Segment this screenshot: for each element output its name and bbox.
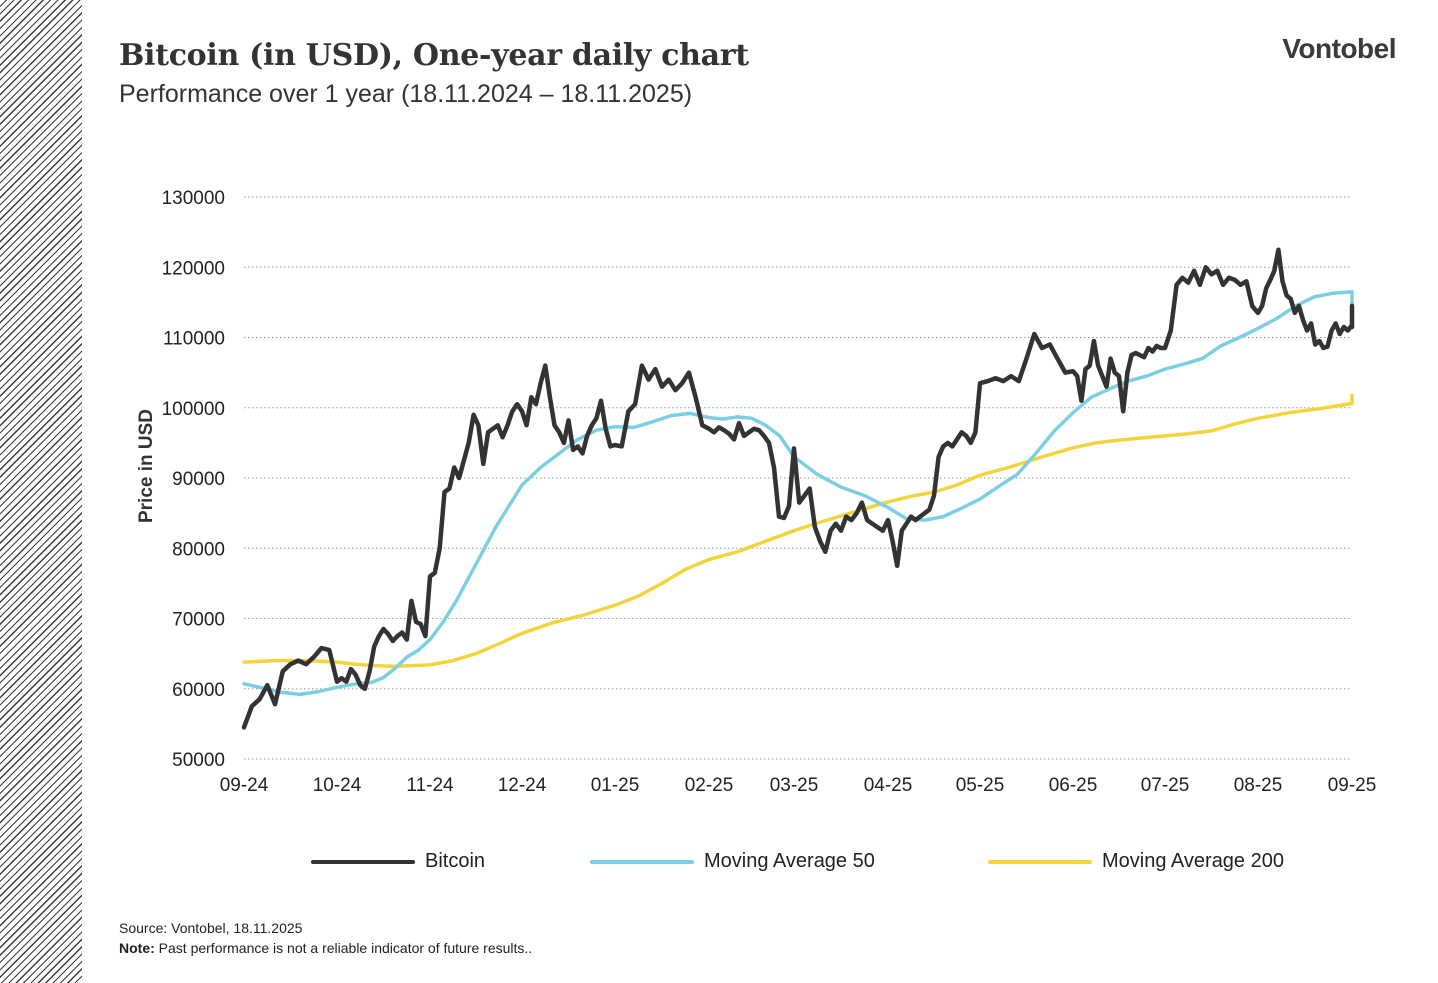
y-tick-label: 100000 xyxy=(162,399,225,420)
x-tick-label: 06-25 xyxy=(1049,775,1098,796)
y-tick-labels: 50000 60000 70000 80000 90000 100000 110000 120… xyxy=(162,188,225,771)
y-tick-label: 110000 xyxy=(163,329,225,350)
legend-swatch-ma200 xyxy=(988,859,1092,864)
x-tick-label: 09-24 xyxy=(220,775,269,796)
x-tick-label: 07-25 xyxy=(1141,775,1190,796)
x-tick-label: 12-24 xyxy=(498,775,547,796)
legend-label-ma50: Moving Average 50 xyxy=(704,850,875,872)
x-tick-label: 01-25 xyxy=(591,775,640,796)
note-text: Past performance is not a reliable indic… xyxy=(154,940,533,956)
hatched-side-band xyxy=(0,0,82,983)
legend-item-ma50: Moving Average 50 xyxy=(590,850,875,873)
legend-label-ma200: Moving Average 200 xyxy=(1102,850,1284,872)
y-axis-label: Price in USD xyxy=(136,409,157,523)
x-tick-label: 02-25 xyxy=(685,775,734,796)
x-tick-label: 03-25 xyxy=(770,775,819,796)
legend-item-bitcoin: Bitcoin xyxy=(311,850,485,873)
y-tick-label: 50000 xyxy=(172,750,225,771)
y-tick-label: 90000 xyxy=(172,469,225,490)
legend-label-bitcoin: Bitcoin xyxy=(425,850,486,872)
series-line-bitcoin xyxy=(241,247,1355,730)
y-tick-label: 60000 xyxy=(172,680,225,701)
x-tick-label: 10-24 xyxy=(313,775,362,796)
chart-title: Bitcoin (in USD), One-year daily chart xyxy=(119,38,749,73)
x-tick-label: 05-25 xyxy=(956,775,1005,796)
y-tick-label: 120000 xyxy=(162,258,225,279)
x-tick-label: 04-25 xyxy=(864,775,913,796)
source-text: Source: Vontobel, 18.11.2025 xyxy=(119,920,303,936)
series-lines xyxy=(241,247,1355,730)
series-line-moving-average-200 xyxy=(242,393,1354,669)
x-tick-labels: 09-24 10-24 11-24 12-24 01-25 02-25 03-25 04-25… xyxy=(220,775,1377,796)
series-line-moving-average-50 xyxy=(242,290,1354,697)
brand-logo: Vontobel xyxy=(1282,33,1396,64)
y-tick-label: 80000 xyxy=(172,539,225,560)
x-tick-label: 11-24 xyxy=(406,775,454,796)
x-tick-label: 09-25 xyxy=(1328,775,1377,796)
source-note: Source: Vontobel, 18.11.2025 Note: Past … xyxy=(119,918,532,958)
note-label: Note: xyxy=(119,940,155,956)
y-tick-label: 70000 xyxy=(172,610,225,631)
x-tick-label: 08-25 xyxy=(1234,775,1283,796)
legend-swatch-bitcoin xyxy=(311,859,415,864)
chart-subtitle: Performance over 1 year (18.11.2024 – 18… xyxy=(119,80,693,108)
legend: Bitcoin Moving Average 50 Moving Average… xyxy=(0,850,1438,876)
legend-item-ma200: Moving Average 200 xyxy=(988,850,1284,873)
legend-swatch-ma50 xyxy=(590,859,694,864)
y-tick-label: 130000 xyxy=(162,188,225,209)
disclaimer: Note: Past performance is not a reliable… xyxy=(119,938,532,958)
